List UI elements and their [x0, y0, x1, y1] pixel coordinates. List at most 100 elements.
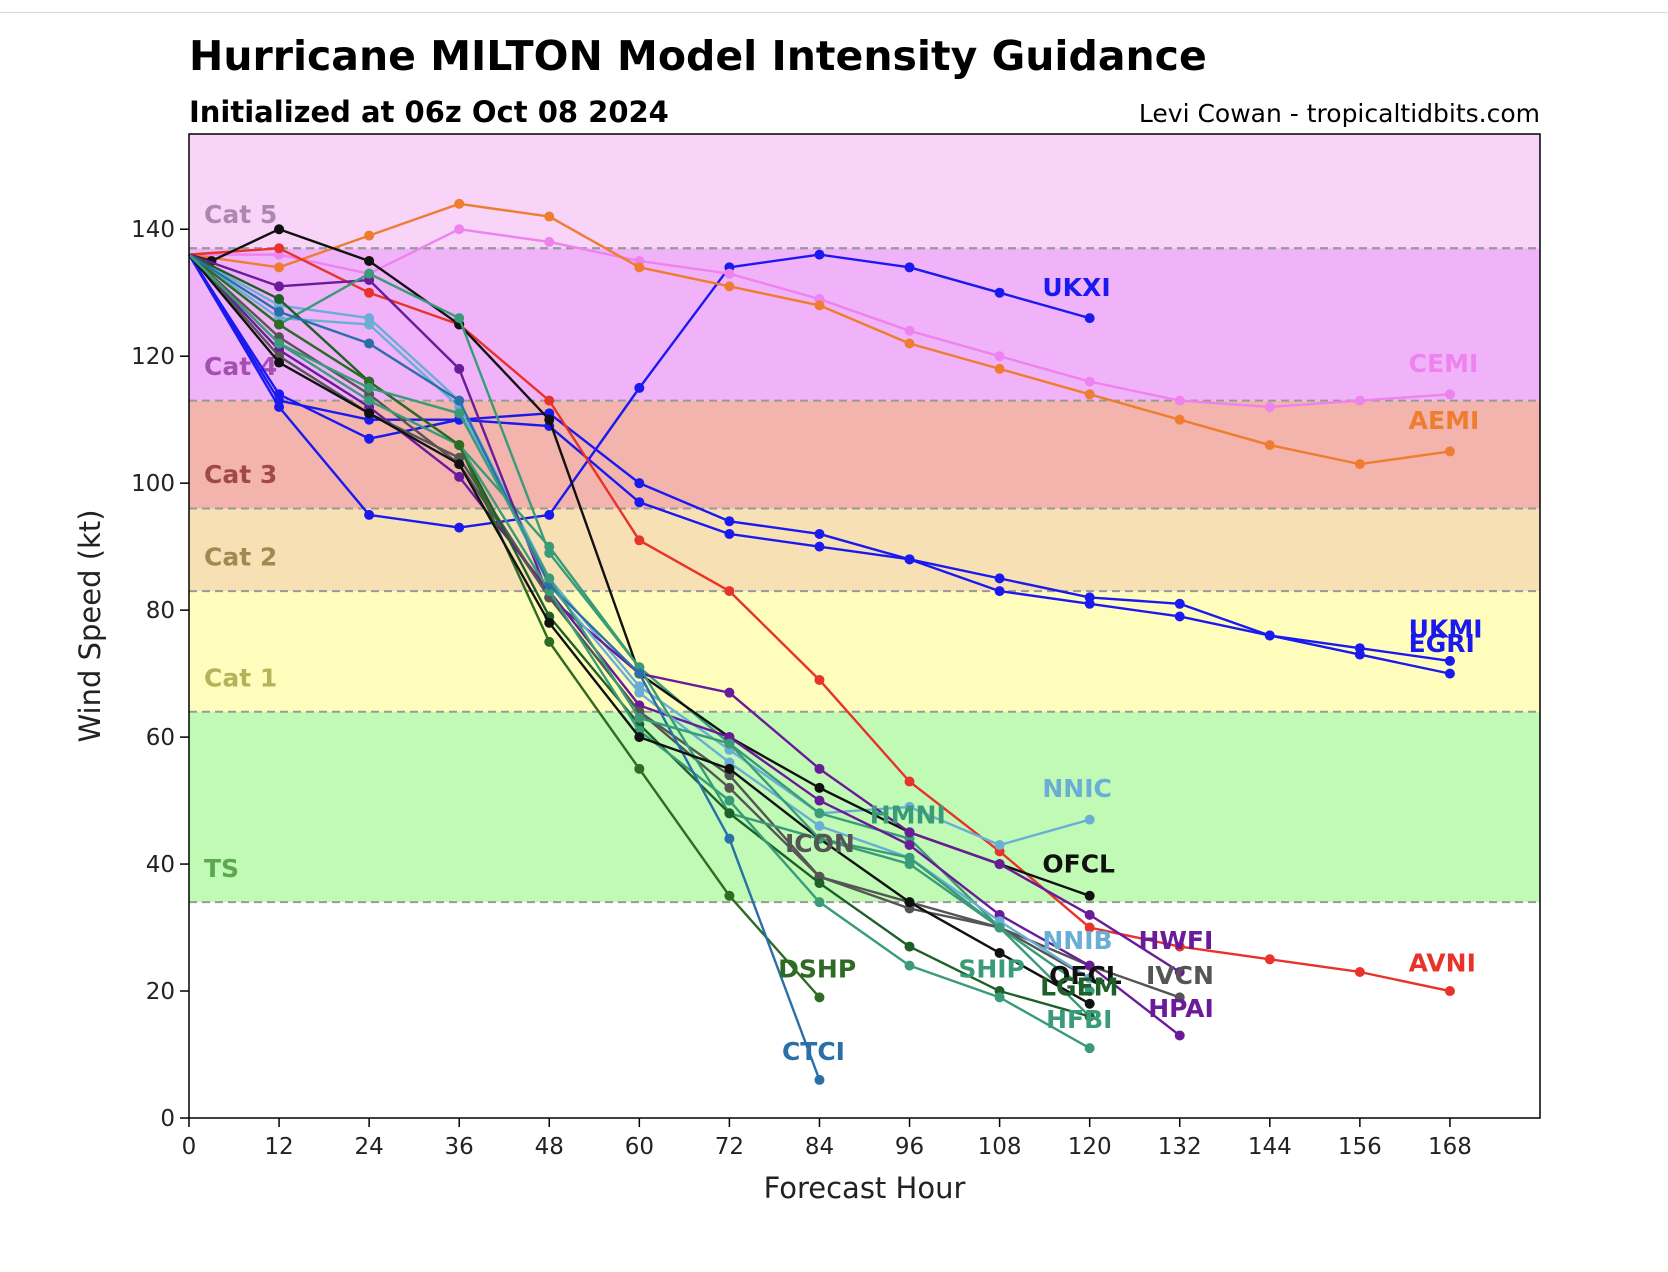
y-tick-label-0: 0	[160, 1106, 175, 1132]
point-hwfi-108	[994, 859, 1005, 870]
point-ofcl-48	[544, 617, 555, 628]
point-ofcl-12	[274, 357, 285, 368]
point-ukxi-36	[454, 522, 465, 533]
series-label-ofcl: OFCL	[1042, 849, 1115, 878]
y-tick-label-20: 20	[146, 979, 175, 1005]
series-label-aemi: AEMI	[1409, 406, 1480, 435]
point-ship-48	[544, 547, 555, 558]
x-tick-label-0: 0	[182, 1134, 197, 1160]
point-nnic-96	[904, 801, 915, 812]
chart-subtitle: Initialized at 06z Oct 08 2024	[189, 95, 669, 129]
series-aemi-2	[188, 198, 1455, 470]
x-tick-label-72: 72	[715, 1134, 744, 1160]
point-egri-108	[994, 586, 1005, 597]
top-divider	[0, 12, 1668, 13]
point-dshp-84	[814, 992, 825, 1003]
x-tick-label-144: 144	[1248, 1134, 1292, 1160]
x-tick-label-132: 132	[1158, 1134, 1202, 1160]
series-label-ship: SHIP	[958, 955, 1025, 984]
series-label-hwfi: HWFI	[1138, 926, 1213, 955]
point-hmni-84	[814, 833, 825, 844]
x-tick-label-168: 168	[1428, 1134, 1472, 1160]
point-egri-120	[1084, 598, 1095, 609]
series-label-ukxi: UKXI	[1042, 273, 1110, 302]
y-tick-label-100: 100	[131, 471, 175, 497]
point-cemi-36	[454, 224, 465, 235]
y-tick-label-60: 60	[146, 725, 175, 751]
point-ukxi-96	[904, 262, 915, 273]
point-hfbi-120	[1084, 1043, 1095, 1054]
series-lines	[187, 198, 1455, 1085]
point-aemi-96	[904, 338, 915, 349]
point-hfbi-96	[904, 960, 915, 971]
point-ofcl-72	[724, 763, 735, 774]
point-ofcl-36	[454, 459, 465, 470]
point-aemi-168	[1444, 446, 1455, 457]
point-aemi-48	[544, 211, 555, 222]
point-avni-48	[544, 395, 555, 406]
point-ship-24	[364, 268, 375, 279]
point-hmni-12	[274, 338, 285, 349]
point-avni-96	[904, 776, 915, 787]
point-aemi-36	[454, 198, 465, 209]
point-ofcl-24	[364, 408, 375, 419]
point-aemi-24	[364, 230, 375, 241]
point-ukxi-48	[544, 509, 555, 520]
point-dshp-60	[634, 763, 645, 774]
chart-credit: Levi Cowan - tropicaltidbits.com	[1139, 99, 1540, 128]
point-ukmi-72	[724, 516, 735, 527]
point-dshp-36	[454, 440, 465, 451]
y-axis-label: Wind Speed (kt)	[73, 509, 107, 742]
band-cat-1	[189, 591, 1540, 712]
point-hmni-108	[994, 922, 1005, 933]
point-cemi-156	[1354, 395, 1365, 406]
band-label-ts: TS	[204, 854, 239, 883]
axes: 0 12 24 36 48 60 72 84 96 108 120 132 144 156 168 0 20 40…	[131, 217, 1472, 1160]
point-egri-60	[634, 497, 645, 508]
series-ukxi-0	[187, 249, 1095, 533]
point-hwfi-120	[1084, 909, 1095, 920]
point-avni-84	[814, 674, 825, 685]
point-ukmi-108	[994, 573, 1005, 584]
x-tick-label-156: 156	[1338, 1134, 1382, 1160]
point-ofcl-120	[1084, 890, 1095, 901]
band-cat-3	[189, 400, 1540, 509]
point-cemi-48	[544, 236, 555, 247]
point-cemi-168	[1444, 389, 1455, 400]
point-nnib-84	[814, 820, 825, 831]
point-cemi-120	[1084, 376, 1095, 387]
point-egri-84	[814, 541, 825, 552]
point-ukxi-120	[1084, 313, 1095, 324]
band-label-cat-3: Cat 3	[204, 460, 277, 489]
point-nnic-120	[1084, 814, 1095, 825]
point-aemi-72	[724, 281, 735, 292]
y-tick-label-80: 80	[146, 598, 175, 624]
chart-title: Hurricane MILTON Model Intensity Guidanc…	[189, 32, 1207, 80]
point-aemi-60	[634, 262, 645, 273]
band-label-cat-1: Cat 1	[204, 663, 277, 692]
plot-frame	[188, 133, 1541, 1119]
point-aemi-12	[274, 262, 285, 273]
point-ctci-24	[364, 338, 375, 349]
series-label-hmni: HMNI	[870, 800, 946, 829]
band-cat-5	[189, 134, 1540, 249]
band-ts	[189, 711, 1540, 903]
point-dshp-12	[274, 319, 285, 330]
series-label-nnib: NNIB	[1042, 926, 1112, 955]
point-hpai-36	[454, 471, 465, 482]
point-cemi-108	[994, 351, 1005, 362]
point-icon-72	[724, 782, 735, 793]
series-label-nnic: NNIC	[1042, 774, 1112, 803]
point-ofcl-84	[814, 782, 825, 793]
series-line-hmni	[188, 253, 1001, 929]
series-label-ukmi: UKMI	[1409, 614, 1483, 643]
band-cat-2	[189, 508, 1540, 592]
point-aemi-144	[1264, 440, 1275, 451]
point-hfbi-108	[994, 992, 1005, 1003]
series-line-ctci	[188, 253, 821, 1081]
point-ship-36	[454, 313, 465, 324]
y-tick-label-140: 140	[131, 217, 175, 243]
y-tick-label-120: 120	[131, 344, 175, 370]
point-avni-144	[1264, 954, 1275, 965]
point-avni-156	[1354, 966, 1365, 977]
